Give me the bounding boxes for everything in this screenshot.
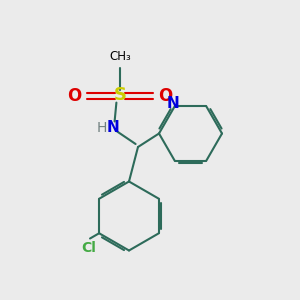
Text: N: N bbox=[107, 120, 120, 135]
Text: O: O bbox=[67, 87, 82, 105]
Text: Cl: Cl bbox=[81, 241, 96, 255]
Text: O: O bbox=[158, 87, 173, 105]
Text: S: S bbox=[113, 86, 127, 104]
Text: CH₃: CH₃ bbox=[109, 50, 131, 63]
Text: N: N bbox=[167, 96, 180, 111]
Text: H: H bbox=[96, 121, 106, 134]
